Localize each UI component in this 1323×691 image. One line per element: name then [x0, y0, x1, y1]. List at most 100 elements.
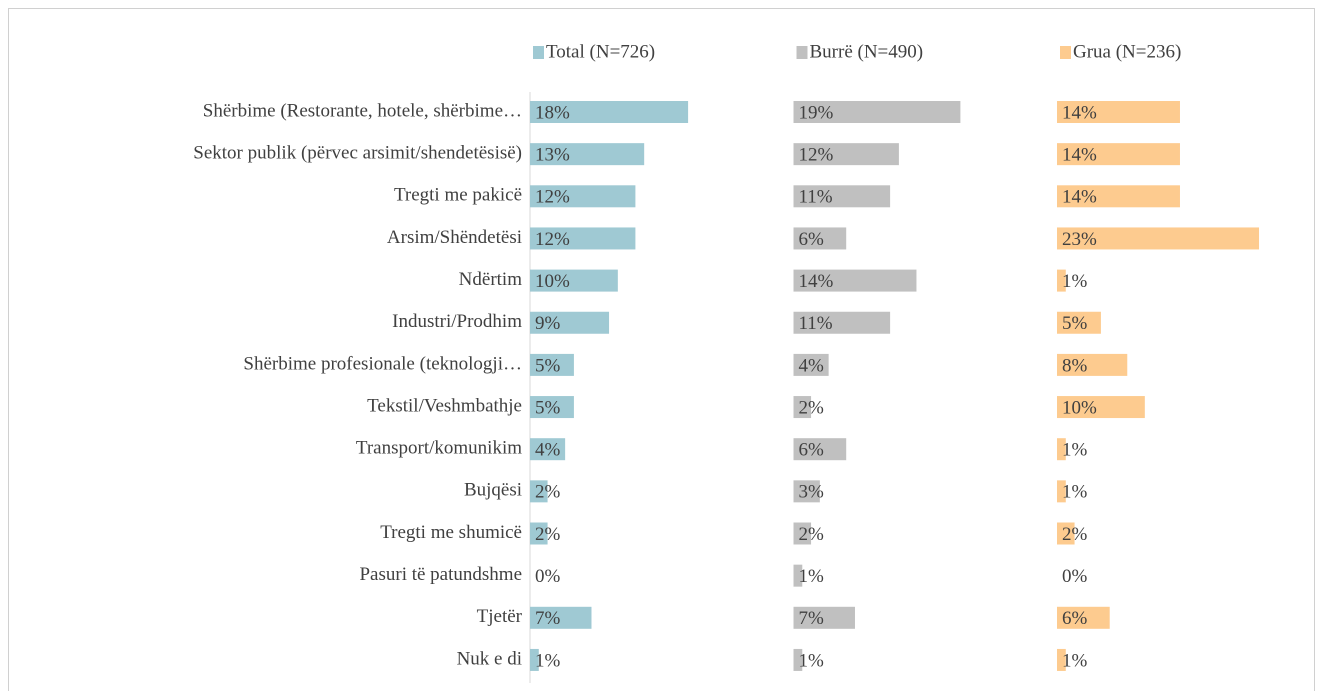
category-label: Ndërtim [459, 269, 523, 290]
value-label: 1% [1062, 271, 1088, 292]
bar [1057, 648, 1066, 671]
value-label: 1% [799, 566, 825, 587]
bar [530, 353, 574, 376]
bar [1057, 396, 1145, 419]
category-label: Shërbime (Restorante, hotele, shërbime… [203, 100, 522, 121]
value-label: 14% [799, 271, 834, 292]
value-label: 12% [535, 229, 570, 250]
bar [530, 522, 548, 545]
bar [793, 522, 812, 545]
legend-label: Burrë (N=490) [810, 41, 924, 62]
bar [793, 564, 803, 587]
bar [793, 101, 961, 123]
category-label: Tekstil/Veshmbathje [367, 395, 522, 416]
value-label: 11% [799, 187, 833, 208]
value-label: 2% [535, 524, 561, 545]
value-label: 5% [1062, 313, 1088, 334]
value-label: 7% [799, 608, 825, 629]
value-label: 4% [535, 440, 561, 461]
value-label: 0% [1062, 566, 1088, 587]
legend-swatch [796, 46, 808, 59]
bar [793, 185, 891, 208]
category-label: Industri/Prodhim [392, 311, 522, 332]
legend-label: Grua (N=236) [1073, 41, 1181, 62]
bar [793, 606, 855, 629]
bar [793, 353, 829, 376]
value-label: 2% [799, 524, 825, 545]
legend-swatch [533, 46, 544, 59]
bar [793, 311, 891, 334]
bar [793, 269, 917, 292]
bar [793, 480, 820, 503]
legend-label: Total (N=726) [546, 41, 655, 62]
value-label: 12% [535, 187, 570, 208]
bar [530, 648, 539, 671]
value-label: 2% [535, 482, 561, 503]
value-label: 5% [535, 397, 561, 418]
bar [530, 101, 689, 123]
category-label: Bujqësi [464, 480, 522, 501]
value-label: 13% [535, 145, 570, 166]
bar [530, 396, 574, 419]
category-label: Tregti me shumicë [380, 522, 522, 543]
bar [530, 480, 548, 503]
value-label: 2% [1062, 524, 1088, 545]
value-label: 14% [1062, 187, 1097, 208]
value-label: 18% [535, 102, 570, 123]
value-label: 9% [535, 313, 561, 334]
bar [1057, 438, 1066, 461]
value-label: 1% [799, 650, 825, 671]
value-label: 6% [1062, 608, 1088, 629]
value-label: 11% [799, 313, 833, 334]
bar [1057, 227, 1260, 250]
bar [1057, 606, 1110, 629]
bar [793, 438, 847, 461]
value-label: 8% [1062, 355, 1088, 376]
bar [1057, 185, 1180, 208]
category-label: Tregti me pakicë [394, 185, 522, 206]
category-label: Shërbime profesionale (teknologji… [243, 353, 522, 374]
value-label: 7% [535, 608, 561, 629]
chart-frame [8, 8, 1315, 691]
value-label: 6% [799, 229, 825, 250]
bar [1057, 143, 1180, 166]
value-label: 14% [1062, 102, 1097, 123]
value-label: 1% [1062, 650, 1088, 671]
bar [1057, 480, 1066, 503]
bar [530, 185, 636, 208]
bar [530, 311, 610, 334]
category-label: Nuk e di [457, 648, 522, 669]
legend-swatch [1060, 46, 1071, 59]
category-label: Pasuri të patundshme [359, 564, 522, 585]
value-label: 5% [535, 355, 561, 376]
value-label: 19% [799, 102, 834, 123]
bar [1057, 101, 1180, 123]
bar [793, 396, 812, 419]
value-label: 3% [799, 482, 825, 503]
bar [1057, 522, 1075, 545]
category-label: Tjetër [477, 606, 523, 627]
bar [793, 648, 803, 671]
category-label: Sektor publik (përvec arsimit/shendetësi… [193, 143, 522, 164]
bar [1057, 353, 1128, 376]
value-label: 10% [1062, 397, 1097, 418]
value-label: 4% [799, 355, 825, 376]
bar [530, 606, 592, 629]
bar [793, 143, 899, 166]
bar [1057, 269, 1066, 292]
bar [793, 227, 847, 250]
value-label: 12% [799, 145, 834, 166]
value-label: 2% [799, 397, 825, 418]
bar [530, 143, 645, 166]
value-label: 0% [535, 566, 561, 587]
bar [530, 269, 618, 292]
value-label: 1% [535, 650, 561, 671]
bar [530, 438, 566, 461]
bar [530, 227, 636, 250]
category-label: Arsim/Shëndetësi [387, 227, 522, 248]
value-label: 14% [1062, 145, 1097, 166]
category-label: Transport/komunikim [356, 438, 522, 459]
value-label: 23% [1062, 229, 1097, 250]
value-label: 1% [1062, 440, 1088, 461]
